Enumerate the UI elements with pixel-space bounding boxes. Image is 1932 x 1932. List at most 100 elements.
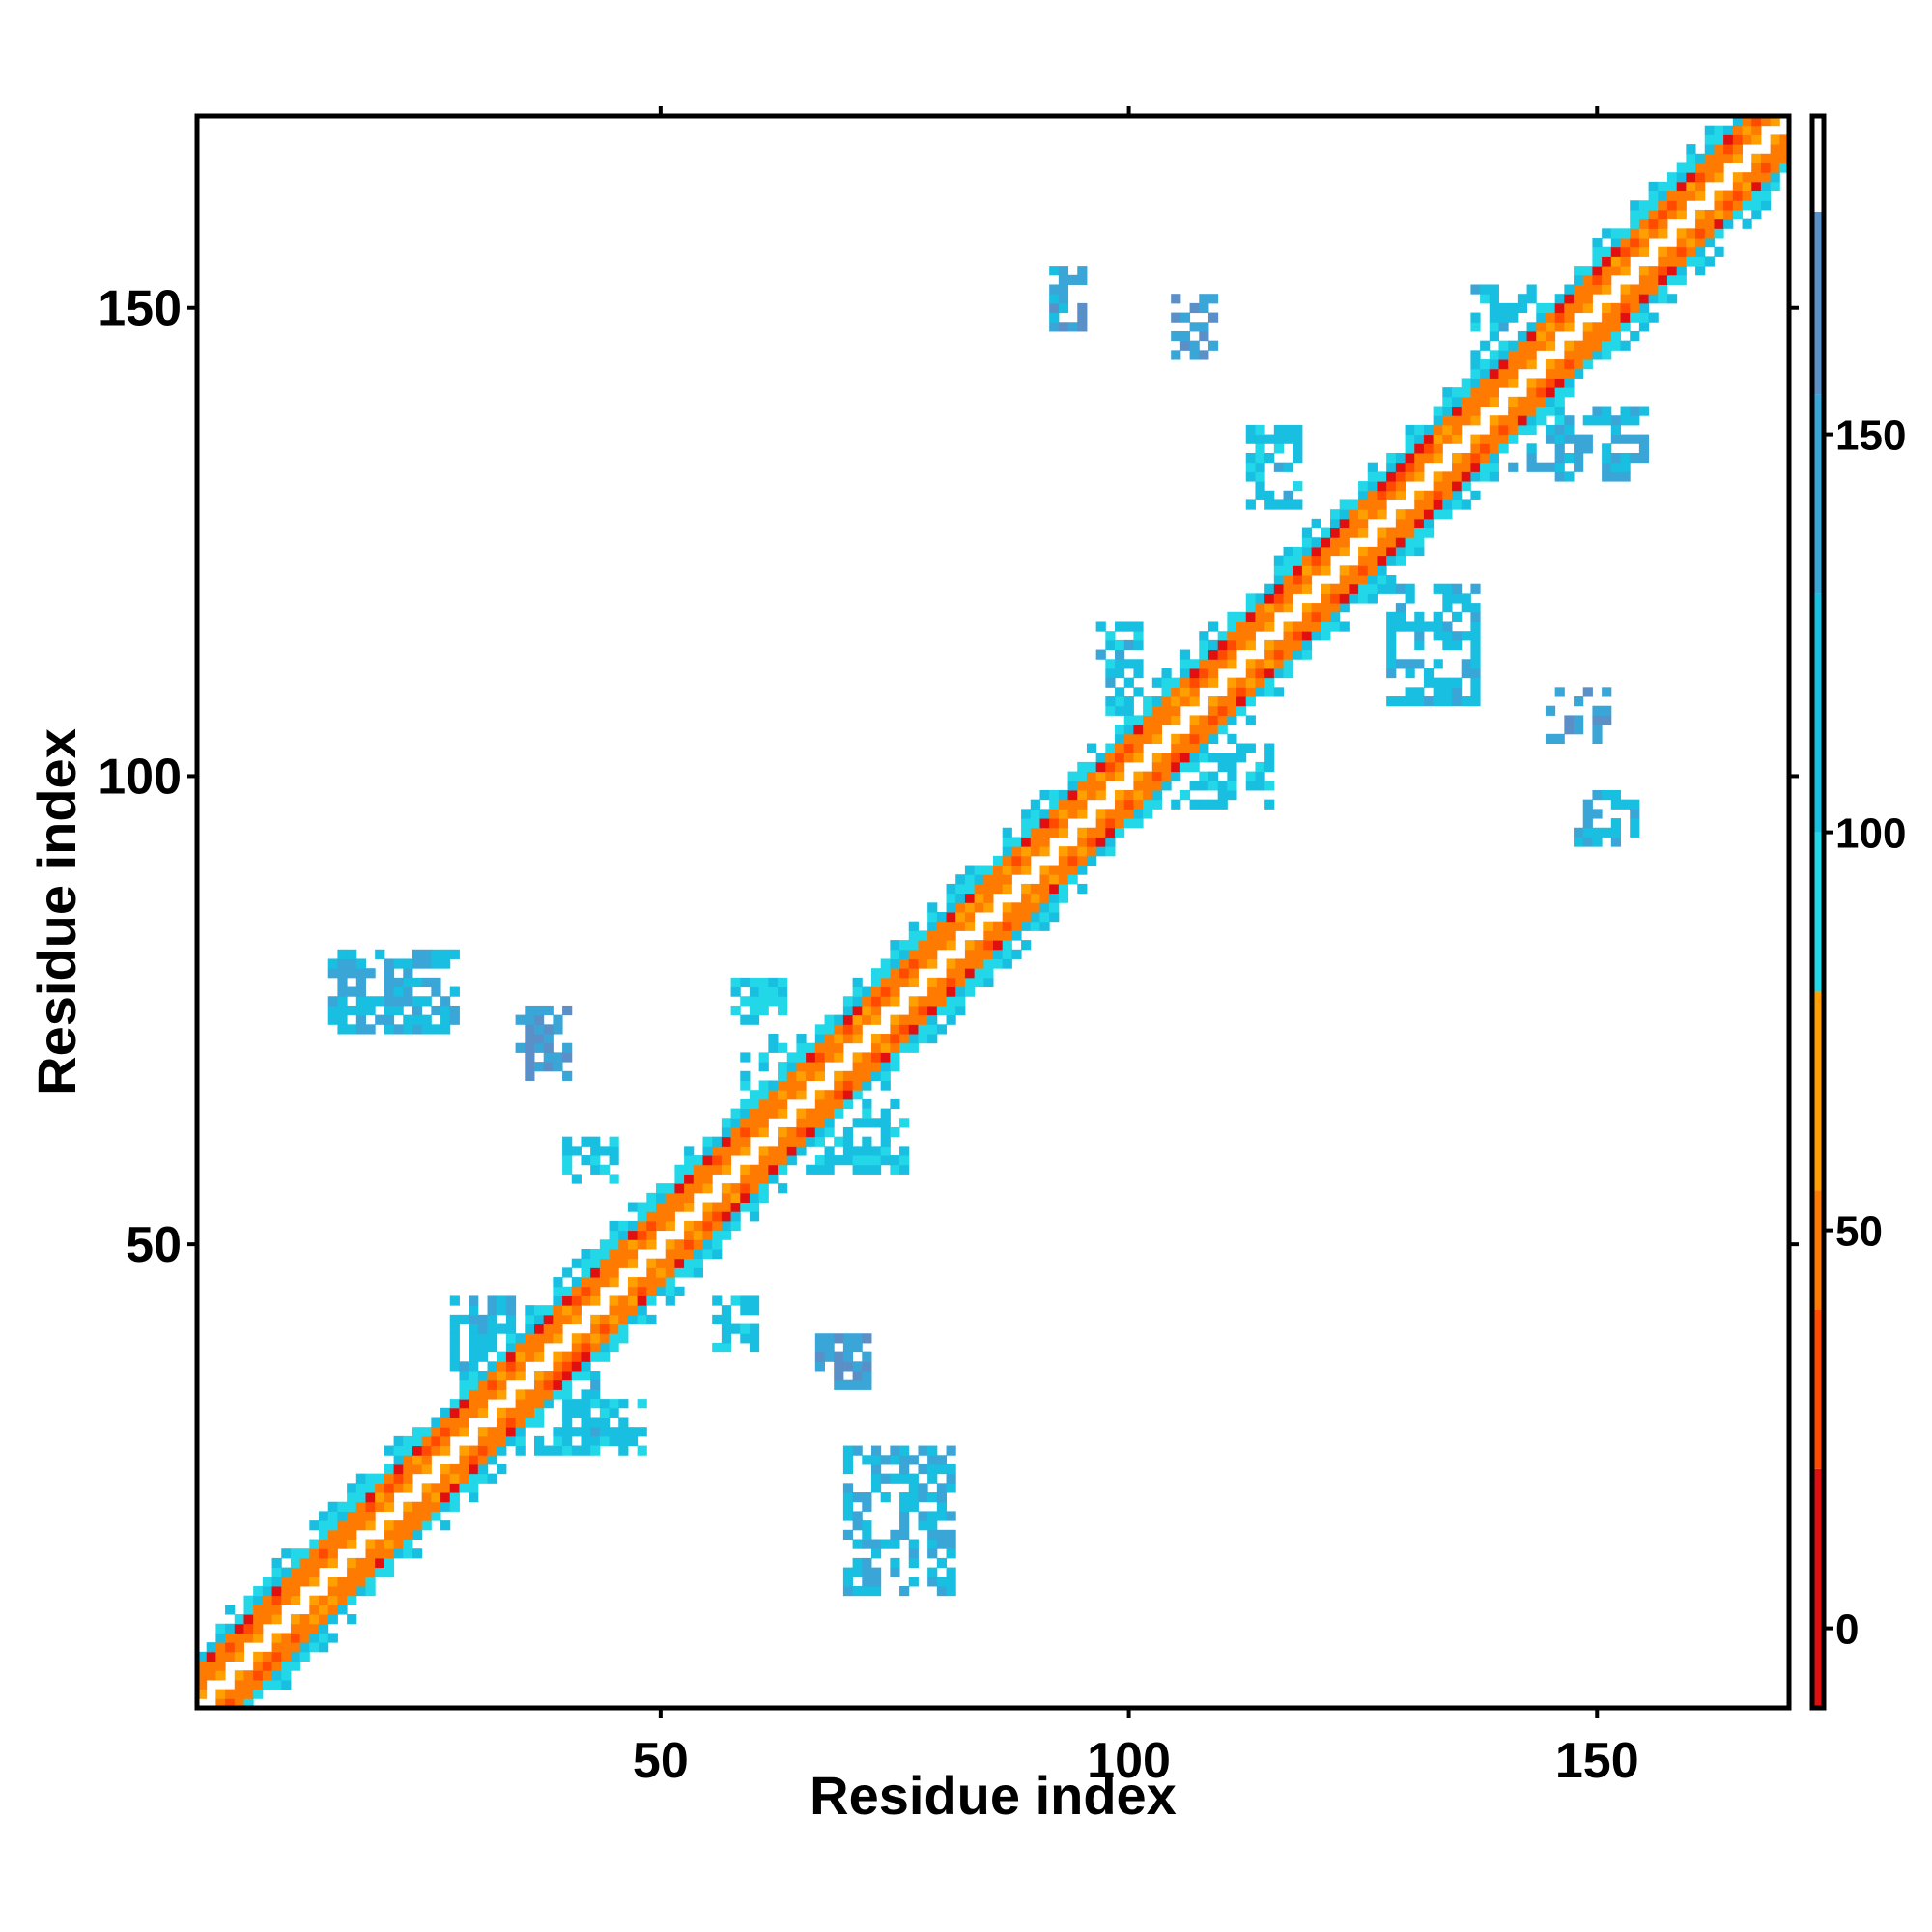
heatmap-cell <box>1433 583 1443 594</box>
heatmap-cell <box>936 1557 948 1569</box>
heatmap-cell <box>1321 565 1331 576</box>
heatmap-cell <box>1630 294 1640 304</box>
heatmap-cell <box>1236 677 1247 688</box>
heatmap-cell <box>1123 621 1134 632</box>
heatmap-cell <box>627 1202 639 1212</box>
heatmap-cell <box>1461 593 1471 604</box>
heatmap-cell <box>1554 687 1565 697</box>
heatmap-cell <box>758 1126 769 1138</box>
heatmap-cell <box>497 1371 507 1381</box>
heatmap-cell <box>525 1024 535 1035</box>
heatmap-cell <box>684 1192 695 1204</box>
heatmap-cell <box>505 1333 517 1344</box>
heatmap-cell <box>477 1314 489 1325</box>
heatmap-cell <box>1638 284 1650 295</box>
heatmap-cell <box>1508 378 1519 388</box>
heatmap-cell <box>234 1614 244 1625</box>
heatmap-cell <box>1011 846 1022 857</box>
heatmap-cell <box>1508 462 1519 472</box>
heatmap-cell <box>1236 687 1247 697</box>
heatmap-cell <box>1199 724 1209 735</box>
heatmap-cell <box>974 865 984 875</box>
heatmap-cell <box>1030 912 1040 923</box>
heatmap-cell <box>927 921 938 931</box>
heatmap-cell <box>581 1342 591 1353</box>
heatmap-cell <box>834 1379 844 1390</box>
heatmap-cell <box>778 1108 788 1119</box>
heatmap-cell <box>834 1098 844 1110</box>
heatmap-cell <box>1058 865 1069 875</box>
heatmap-cell <box>1115 743 1125 753</box>
heatmap-cell <box>347 1520 357 1531</box>
heatmap-cell <box>899 1146 910 1156</box>
heatmap-cell <box>721 1230 732 1240</box>
heatmap-cell <box>1470 443 1481 454</box>
heatmap-cell <box>1630 330 1640 342</box>
heatmap-cell <box>880 1070 891 1081</box>
heatmap-cell <box>497 1389 507 1400</box>
heatmap-cell <box>768 1098 779 1110</box>
heatmap-cell <box>908 921 919 931</box>
heatmap-cell <box>983 977 994 988</box>
heatmap-cell <box>1498 340 1509 351</box>
heatmap-cell <box>1564 452 1575 464</box>
heatmap-cell <box>740 1323 751 1334</box>
heatmap-cell <box>1517 415 1528 426</box>
heatmap-cell <box>487 1389 497 1400</box>
heatmap-cell <box>1508 396 1519 408</box>
heatmap-cell <box>1517 294 1528 304</box>
heatmap-cell <box>1638 218 1650 229</box>
heatmap-cell <box>1077 761 1088 773</box>
heatmap-cell <box>1489 359 1499 370</box>
heatmap-cell <box>1760 116 1772 127</box>
heatmap-cell <box>1582 266 1593 276</box>
heatmap-cell <box>206 1670 216 1681</box>
heatmap-cell <box>1395 603 1406 613</box>
heatmap-cell <box>1742 200 1752 211</box>
heatmap-cell <box>1021 883 1032 895</box>
heatmap-cell <box>1321 603 1331 613</box>
heatmap-cell <box>487 1295 497 1306</box>
heatmap-cell <box>1030 883 1040 895</box>
heatmap-cell <box>1648 209 1659 220</box>
heatmap-cell <box>1301 631 1313 641</box>
heatmap-cell <box>1386 471 1397 482</box>
heatmap-cell <box>740 1052 751 1063</box>
colorbar-segment <box>1812 211 1824 395</box>
heatmap-cell <box>656 1202 667 1212</box>
heatmap-cell <box>431 1435 441 1447</box>
heatmap-cell <box>243 1698 254 1709</box>
heatmap-cell <box>1686 228 1696 239</box>
heatmap-cell <box>384 1557 395 1569</box>
heatmap-cell <box>918 1024 928 1035</box>
heatmap-cell <box>890 949 900 959</box>
heatmap-cell <box>814 1333 825 1344</box>
heatmap-cell <box>1161 677 1172 688</box>
heatmap-cell <box>918 1492 928 1503</box>
heatmap-cell <box>899 1118 910 1128</box>
heatmap-cell <box>581 1333 591 1344</box>
heatmap-cell <box>1638 452 1650 464</box>
heatmap-cell <box>1329 546 1341 557</box>
heatmap-cell <box>1217 705 1228 716</box>
heatmap-cell <box>1452 471 1463 482</box>
heatmap-cell <box>1648 274 1659 285</box>
heatmap-cell <box>1779 134 1790 145</box>
heatmap-cell <box>806 1118 816 1128</box>
heatmap-cell <box>1489 350 1499 360</box>
heatmap-cell <box>618 1435 629 1447</box>
heatmap-cell <box>993 958 1004 969</box>
heatmap-cell <box>1067 846 1078 857</box>
heatmap-cell <box>1508 424 1519 436</box>
heatmap-cell <box>927 958 938 969</box>
heatmap-cell <box>1630 200 1640 211</box>
heatmap-cell <box>505 1351 517 1362</box>
heatmap-cell <box>384 1024 395 1035</box>
heatmap-cell <box>1442 677 1453 688</box>
heatmap-cell <box>1077 799 1088 810</box>
heatmap-cell <box>1208 733 1219 744</box>
heatmap-cell <box>1704 209 1715 220</box>
heatmap-cell <box>449 1501 460 1512</box>
heatmap-cell <box>656 1286 667 1296</box>
heatmap-cell <box>1143 696 1153 707</box>
